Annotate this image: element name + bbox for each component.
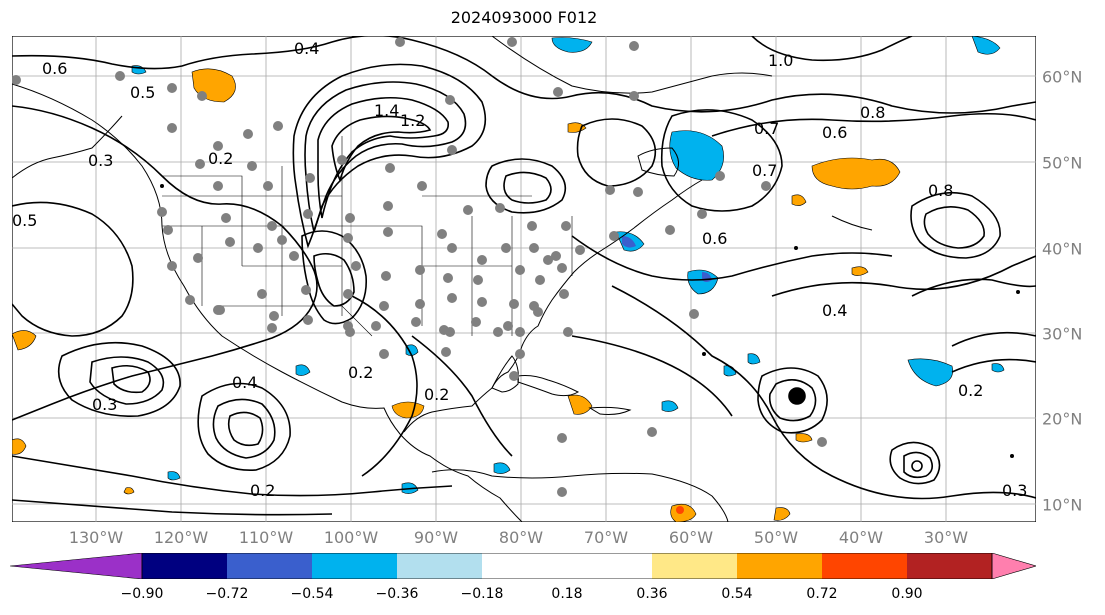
lon-label: 40°W <box>838 528 884 547</box>
small-features <box>160 184 1020 458</box>
contour-labels: 0.6 0.5 0.4 0.3 0.2 1.0 1.2 1.4 0.8 0.7 … <box>12 39 1027 500</box>
lat-label: 30°N <box>1042 324 1083 344</box>
lat-label: 40°N <box>1042 239 1083 259</box>
lon-label: 110°W <box>238 528 294 547</box>
lat-label: 50°N <box>1042 153 1083 173</box>
lon-label: 130°W <box>68 528 124 547</box>
coastlines <box>12 36 873 522</box>
lon-label: 50°W <box>753 528 799 547</box>
contour-label: 0.2 <box>348 363 373 382</box>
contour-label: 0.2 <box>424 385 449 404</box>
lon-label: 120°W <box>153 528 209 547</box>
lon-label: 30°W <box>923 528 969 547</box>
contours <box>12 36 1036 516</box>
colorbar-segment <box>737 553 822 579</box>
colorbar-segment <box>991 553 1036 579</box>
contour-label: 0.4 <box>294 39 319 58</box>
contour-label: 0.3 <box>1002 481 1027 500</box>
contour-label: 1.4 <box>374 101 399 120</box>
contour-label: 0.6 <box>702 229 727 248</box>
contour-label: 1.2 <box>400 111 425 130</box>
colorbar-tick: 0.36 <box>636 586 668 602</box>
contour-label: 0.7 <box>754 119 779 138</box>
contour-label: 1.0 <box>768 51 793 70</box>
colorbar-tick: −0.54 <box>290 586 334 602</box>
colorbar-tick: −0.72 <box>205 586 249 602</box>
colorbar-tick: 0.54 <box>721 586 753 602</box>
colorbar-tick: 0.90 <box>891 586 923 602</box>
colorbar-segment <box>822 553 907 579</box>
colorbar-segment <box>652 553 737 579</box>
colorbar-segment <box>907 553 992 579</box>
colorbar-segment <box>227 553 312 579</box>
colorbar-segment <box>142 553 227 579</box>
lon-label: 90°W <box>413 528 459 547</box>
colorbar-segment <box>397 553 482 579</box>
map-title: 2024093000 F012 <box>450 8 598 27</box>
contour-label: 0.8 <box>860 103 885 122</box>
colorbar-tick: −0.18 <box>460 586 504 602</box>
contour-label: 0.2 <box>250 481 275 500</box>
lon-label: 60°W <box>668 528 714 547</box>
colorbar-tick: −0.90 <box>120 586 164 602</box>
contour-label: 0.6 <box>42 59 67 78</box>
lon-label: 100°W <box>323 528 379 547</box>
map-panel: 0.6 0.5 0.4 0.3 0.2 1.0 1.2 1.4 0.8 0.7 … <box>12 36 1036 522</box>
contour-label: 0.7 <box>752 161 777 180</box>
lat-label: 20°N <box>1042 409 1083 429</box>
contour-label: 0.6 <box>822 123 847 142</box>
contour-label: 0.3 <box>92 395 117 414</box>
lat-label: 60°N <box>1042 67 1083 87</box>
colorbar-tick: 0.18 <box>551 586 583 602</box>
colorbar-segment <box>10 553 143 579</box>
colorbar-segment <box>312 553 397 579</box>
strong-positive-patch <box>676 506 684 514</box>
contour-label: 0.2 <box>958 381 983 400</box>
colorbar-tick: −0.36 <box>375 586 419 602</box>
contour-label: 0.2 <box>208 149 233 168</box>
contour-label: 0.3 <box>88 151 113 170</box>
colorbar-tick: 0.72 <box>806 586 838 602</box>
contour-label: 0.4 <box>822 301 847 320</box>
contour-label: 0.5 <box>12 211 37 230</box>
lat-label: 10°N <box>1042 495 1083 515</box>
lon-label: 80°W <box>498 528 544 547</box>
contour-label: 0.8 <box>928 181 953 200</box>
contour-label: 0.5 <box>130 83 155 102</box>
lon-label: 70°W <box>583 528 629 547</box>
negative-patches <box>131 36 1005 494</box>
colorbar <box>10 553 1036 579</box>
station-markers <box>12 37 827 497</box>
contour-label: 0.4 <box>232 373 257 392</box>
colorbar-segment <box>482 553 652 579</box>
state-borders <box>162 136 573 337</box>
